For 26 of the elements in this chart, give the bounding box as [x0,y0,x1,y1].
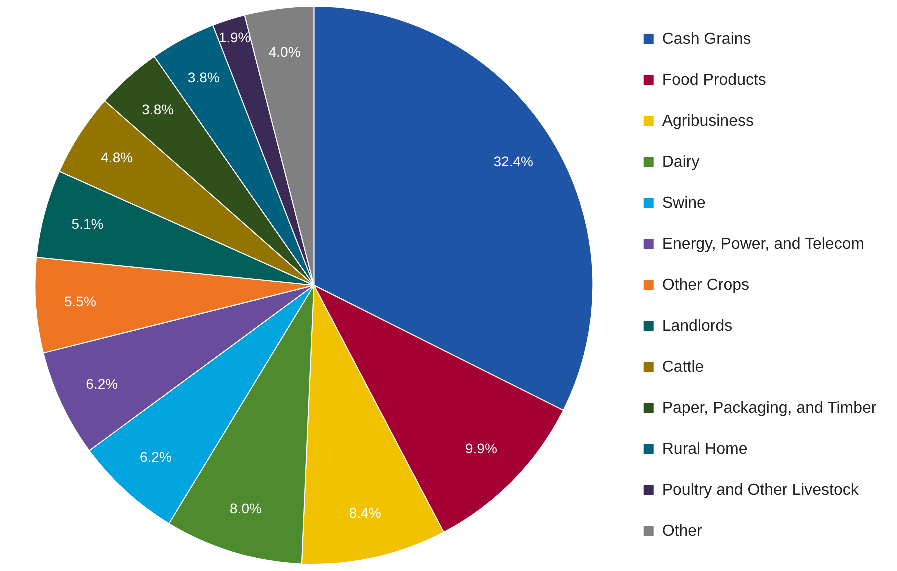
data-label: 32.4% [494,153,534,170]
data-label: 5.1% [72,216,104,232]
data-label: 6.2% [140,449,172,466]
data-label: 4.8% [101,150,134,166]
data-label: 6.2% [86,376,118,392]
data-label: 4.0% [268,44,301,60]
legend-label: Paper, Packaging, and Timber [662,400,878,417]
legend-label: Cattle [662,358,704,376]
legend-label: Dairy [662,154,700,171]
legend-label: Agribusiness [662,112,754,130]
legend-label: Swine [662,194,706,212]
data-label: 9.9% [465,440,498,457]
data-label: 5.5% [64,293,96,310]
data-label: 1.9% [218,29,251,46]
data-label: 8.0% [230,500,262,517]
legend-label: Cash Grains [662,30,752,48]
legend-label: Food Products [662,72,766,89]
data-label: 8.4% [349,505,382,522]
legend-label: Landlords [662,318,733,335]
data-label: 3.8% [142,102,174,118]
data-label: 3.8% [188,70,220,86]
legend-label: Other Crops [662,276,750,294]
legend-label: Rural Home [662,440,748,458]
legend-label: Other [662,522,704,540]
legend-label: Poultry and Other Livestock [662,482,860,499]
legend-label: Energy, Power, and Telecom [662,236,865,253]
